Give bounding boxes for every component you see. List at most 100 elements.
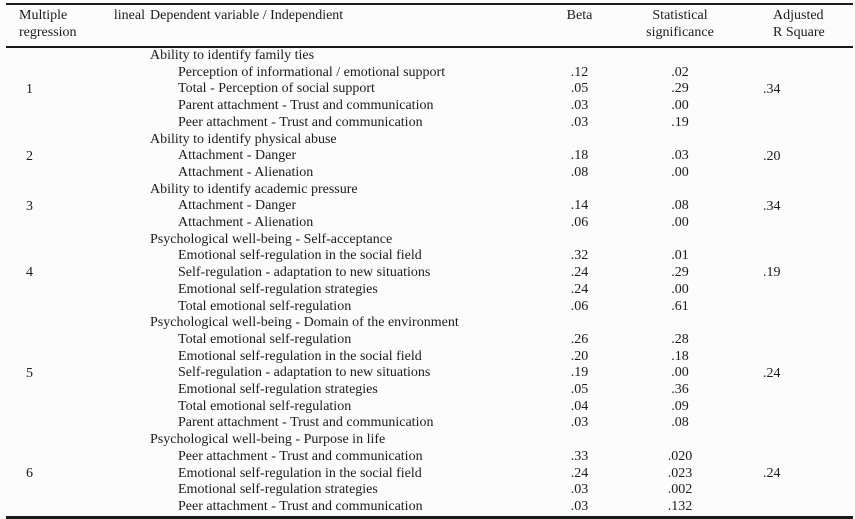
predictor-row: Attachment - Danger .14 .08 [150, 198, 743, 215]
independent-variable-label: Attachment - Danger [178, 148, 297, 164]
significance-value: .02 [671, 64, 689, 80]
independent-variable-label: Total emotional self-regulation [178, 398, 352, 414]
predictor-row: Emotional self-regulation strategies .03.… [150, 482, 743, 499]
regression-block: 2 Ability to identify physical abuse Att… [6, 132, 853, 182]
independent-variable-label: Emotional self-regulation in the social … [178, 248, 422, 264]
significance-value: .020 [667, 448, 693, 464]
significance-value: .01 [671, 248, 689, 264]
predictor-row: Total emotional self-regulation .04 .09 [150, 399, 743, 416]
significance-value: .00 [671, 215, 689, 231]
dependent-variable-label: Ability to identify academic pressure [150, 181, 358, 197]
predictor-row: Emotional self-regulation in the social … [150, 466, 743, 483]
regression-block: 6 Psychological well-being - Purpose in … [6, 432, 853, 516]
regression-number: 2 [26, 148, 33, 164]
block-rows: Ability to identify academic pressure At… [150, 182, 743, 232]
significance-value: .023 [667, 465, 693, 481]
beta-value: .03 [570, 482, 589, 498]
significance-value: .19 [671, 114, 689, 130]
significance-value: .132 [667, 498, 693, 514]
predictor-row: Peer attachment - Trust and communicatio… [150, 499, 743, 516]
header-adjusted-r-square-line1: Adjusted [773, 8, 824, 23]
predictor-row: Total emotional self-regulation .26 .28 [150, 332, 743, 349]
r-square-cell: .20 [743, 132, 853, 182]
dependent-variable-label: Ability to identify physical abuse [150, 131, 337, 147]
significance-value: .00 [671, 281, 689, 297]
header-statistical-significance-line2: significance [646, 25, 714, 40]
predictor-row: Attachment - Alienation .06 .00 [150, 215, 743, 232]
predictor-row: Emotional self-regulation strategies .05.… [150, 382, 743, 399]
r-square-cell: .34 [743, 48, 853, 132]
header-statistical-significance: Statistical significance [617, 7, 743, 46]
r-square-cell: .34 [743, 182, 853, 232]
regression-number-cell: 2 [6, 132, 150, 182]
significance-value: .29 [671, 265, 689, 281]
r-square-cell: .24 [743, 432, 853, 516]
regression-number: 4 [26, 265, 33, 281]
regression-number: 5 [26, 365, 33, 381]
predictor-row: Total emotional self-regulation .06 .61 [150, 299, 743, 316]
beta-value: .05 [570, 81, 589, 97]
independent-variable-label: Parent attachment - Trust and communicat… [178, 98, 434, 114]
predictor-row: Parent attachment - Trust and communicat… [150, 415, 743, 432]
adjusted-r-square-value: .24 [763, 365, 781, 381]
adjusted-r-square-value: .19 [763, 265, 781, 281]
regression-number-cell: 3 [6, 182, 150, 232]
significance-value: .36 [671, 382, 689, 398]
regression-number-cell: 5 [6, 315, 150, 432]
group-row: Ability to identify physical abuse [150, 132, 743, 149]
significance-value: .09 [671, 398, 689, 414]
dependent-variable-label: Psychological well-being - Domain of the… [150, 315, 459, 331]
predictor-row: Emotional self-regulation strategies .24.… [150, 282, 743, 299]
group-row: Psychological well-being - Self-acceptan… [150, 232, 743, 249]
regression-block: 5 Psychological well-being - Domain of t… [6, 315, 853, 432]
dependent-variable-label: Psychological well-being - Purpose in li… [150, 432, 386, 448]
beta-value: .32 [570, 248, 589, 264]
group-row: Ability to identify academic pressure [150, 182, 743, 199]
beta-value: .33 [570, 448, 589, 464]
significance-value: .08 [671, 198, 689, 214]
beta-value: .19 [570, 365, 589, 381]
regression-number-cell: 1 [6, 48, 150, 132]
beta-value: .06 [570, 298, 589, 314]
beta-value: .03 [570, 498, 589, 514]
block-rows: Psychological well-being - Self-acceptan… [150, 232, 743, 316]
table-header-row: Multiple lineal regression Dependent var… [6, 5, 853, 48]
beta-value: .03 [570, 98, 589, 114]
header-statistical-significance-line1: Statistical [652, 8, 708, 23]
predictor-row: Emotional self-regulation in the social … [150, 349, 743, 366]
significance-value: .002 [667, 482, 693, 498]
significance-value: .03 [671, 148, 689, 164]
beta-value: .08 [570, 164, 589, 180]
significance-value: .18 [671, 348, 689, 364]
beta-value: .18 [570, 148, 589, 164]
adjusted-r-square-value: .34 [763, 81, 781, 97]
beta-value: .24 [570, 281, 589, 297]
group-row: Psychological well-being - Domain of the… [150, 315, 743, 332]
predictor-row: Peer attachment - Trust and communicatio… [150, 115, 743, 132]
regression-number: 1 [26, 81, 33, 97]
block-rows: Psychological well-being - Purpose in li… [150, 432, 743, 516]
block-rows: Ability to identify family ties Percepti… [150, 48, 743, 132]
independent-variable-label: Emotional self-regulation in the social … [178, 465, 422, 481]
beta-value: .24 [570, 465, 589, 481]
independent-variable-label: Parent attachment - Trust and communicat… [178, 415, 434, 431]
independent-variable-label: Total emotional self-regulation [178, 331, 352, 347]
significance-value: .29 [671, 81, 689, 97]
predictor-row: Peer attachment - Trust and communicatio… [150, 449, 743, 466]
independent-variable-label: Peer attachment - Trust and communicatio… [178, 448, 423, 464]
dependent-variable-label: Psychological well-being - Self-acceptan… [150, 231, 393, 247]
predictor-row: Parent attachment - Trust and communicat… [150, 98, 743, 115]
beta-value: .24 [570, 265, 589, 281]
predictor-row: Total - Perception of social support .05.… [150, 81, 743, 98]
group-row: Ability to identify family ties [150, 48, 743, 65]
beta-value: .26 [570, 331, 589, 347]
predictor-row: Self-regulation - adaptation to new situ… [150, 265, 743, 282]
regression-number: 3 [26, 198, 33, 214]
predictor-row: Emotional self-regulation in the social … [150, 248, 743, 265]
significance-value: .08 [671, 415, 689, 431]
independent-variable-label: Attachment - Alienation [178, 164, 314, 180]
predictor-row: Attachment - Danger .18 .03 [150, 148, 743, 165]
predictor-row: Attachment - Alienation .08 .00 [150, 165, 743, 182]
beta-value: .03 [570, 114, 589, 130]
